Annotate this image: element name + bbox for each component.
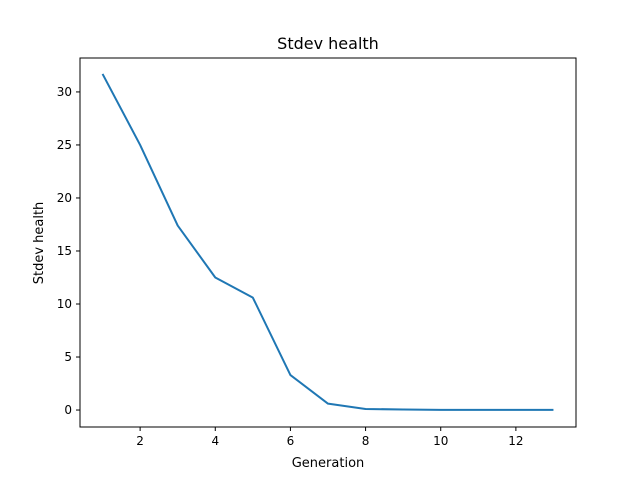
plot-frame — [79, 57, 577, 428]
axis-ticks: 2 4 6 8 10 12 0 5 10 15 20 25 30 — [57, 85, 524, 448]
y-tick-label: 10 — [57, 297, 72, 311]
x-tick-label: 10 — [433, 434, 448, 448]
y-tick-label: 25 — [57, 138, 72, 152]
y-tick-label: 5 — [64, 350, 72, 364]
x-tick-label: 6 — [287, 434, 295, 448]
series-line — [101, 73, 554, 411]
y-tick-label: 15 — [57, 244, 72, 258]
chart-title: Stdev health — [277, 34, 379, 53]
x-tick-label: 2 — [136, 434, 144, 448]
y-tick-label: 20 — [57, 191, 72, 205]
x-tick-label: 8 — [362, 434, 370, 448]
y-tick-label: 30 — [57, 85, 72, 99]
y-axis-label: Stdev health — [32, 202, 47, 285]
x-tick-label: 12 — [508, 434, 523, 448]
x-tick-label: 4 — [211, 434, 219, 448]
y-tick-label: 0 — [64, 403, 72, 417]
x-axis-label: Generation — [292, 456, 365, 471]
